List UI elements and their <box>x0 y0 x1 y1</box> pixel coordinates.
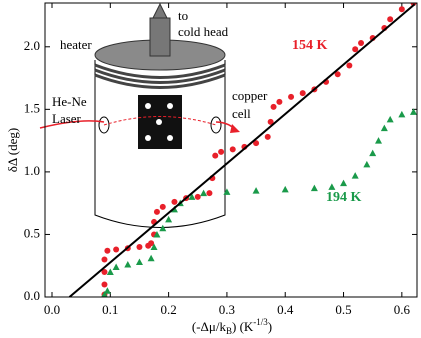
data-point <box>229 146 236 153</box>
data-point <box>148 240 155 247</box>
data-point <box>299 90 306 97</box>
y-tick-label: 1.0 <box>24 163 40 178</box>
y-tick-label: 0.5 <box>24 225 40 240</box>
data-point <box>103 287 111 294</box>
data-point <box>159 203 166 210</box>
data-point <box>150 243 158 250</box>
x-axis-label-part: B <box>226 326 232 336</box>
x-axis-label-part: -1/3 <box>253 317 268 327</box>
data-point <box>386 115 394 123</box>
data-point <box>194 193 201 200</box>
inset-label: Laser <box>52 111 82 126</box>
window <box>98 116 110 134</box>
data-point <box>270 103 277 110</box>
data-point <box>410 108 417 115</box>
x-tick-label: 0.6 <box>394 302 411 317</box>
data-point <box>112 263 120 270</box>
data-point <box>281 185 289 193</box>
data-point <box>358 40 365 47</box>
data-point <box>104 247 111 254</box>
data-point <box>340 179 348 187</box>
data-point <box>346 62 353 69</box>
data-point <box>252 187 260 194</box>
data-point <box>223 188 231 195</box>
x-axis-label-part: ) <box>268 319 272 334</box>
inset-label: cold head <box>178 24 229 39</box>
data-point <box>351 172 359 179</box>
data-point <box>380 124 388 132</box>
x-tick-label: 0.0 <box>44 302 60 317</box>
data-point <box>212 152 219 159</box>
data-point <box>165 215 173 223</box>
data-point <box>135 258 143 265</box>
x-tick-label: 0.3 <box>219 302 235 317</box>
x-axis-label: (-Δμ/kB) (K-1/3) <box>192 317 272 336</box>
data-point <box>113 246 120 253</box>
data-point <box>369 149 377 157</box>
data-point <box>101 256 108 263</box>
data-point <box>101 290 108 297</box>
inset-label: cell <box>232 106 251 121</box>
post-arrow <box>152 2 168 19</box>
x-tick-label: 0.2 <box>160 302 176 317</box>
data-point <box>159 224 167 232</box>
cold-head-post <box>149 17 171 57</box>
data-point <box>352 46 359 53</box>
x-tick-label: 0.4 <box>277 302 294 317</box>
data-point <box>136 243 143 250</box>
data-point <box>387 16 394 23</box>
data-point <box>264 133 271 140</box>
data-point <box>171 198 178 205</box>
data-point <box>310 184 318 192</box>
data-point <box>253 140 260 147</box>
y-tick-label: 1.5 <box>24 100 40 115</box>
inset-diagram: to cold head heater copper cell He-Ne La… <box>39 2 268 228</box>
series-label: 154 K <box>292 38 328 53</box>
y-tick-label: 0.0 <box>24 288 40 303</box>
x-tick-label: 0.5 <box>335 302 351 317</box>
data-point <box>276 98 283 105</box>
data-point <box>124 260 132 268</box>
laser-arrow <box>230 124 240 133</box>
inset-label: He-Ne <box>52 94 87 109</box>
y-tick-label: 2.0 <box>24 38 40 53</box>
inset-label: heater <box>60 37 92 52</box>
data-point <box>153 208 160 215</box>
data-point <box>106 268 114 275</box>
sample-grains <box>145 103 173 141</box>
data-point <box>363 160 371 168</box>
plot-area <box>68 3 417 297</box>
laser-path <box>103 116 217 126</box>
data-point <box>147 254 155 262</box>
plot-frame <box>44 2 418 298</box>
data-point <box>288 93 295 100</box>
y-axis-label: δΔ (deg) <box>5 128 20 172</box>
data-point <box>398 110 406 118</box>
data-point <box>153 230 161 238</box>
x-axis-label-part: (-Δμ/k <box>192 319 227 334</box>
inset-label: copper <box>232 88 268 103</box>
data-point <box>328 183 336 190</box>
fit-line <box>68 3 416 297</box>
data-point <box>188 193 196 200</box>
data-point <box>206 190 213 197</box>
x-tick-label: 0.1 <box>102 302 118 317</box>
data-point <box>101 281 108 288</box>
data-point <box>398 6 405 13</box>
data-point <box>267 118 274 125</box>
data-point <box>200 189 208 197</box>
data-point <box>218 148 225 155</box>
window <box>210 116 222 134</box>
series-label: 194 K <box>326 190 362 205</box>
inset-label: to <box>178 8 188 23</box>
data-point <box>101 268 108 275</box>
data-point <box>334 71 341 78</box>
x-axis-label-part: ) (K <box>232 319 254 334</box>
heater-plates <box>94 63 226 89</box>
data-point <box>375 137 383 144</box>
